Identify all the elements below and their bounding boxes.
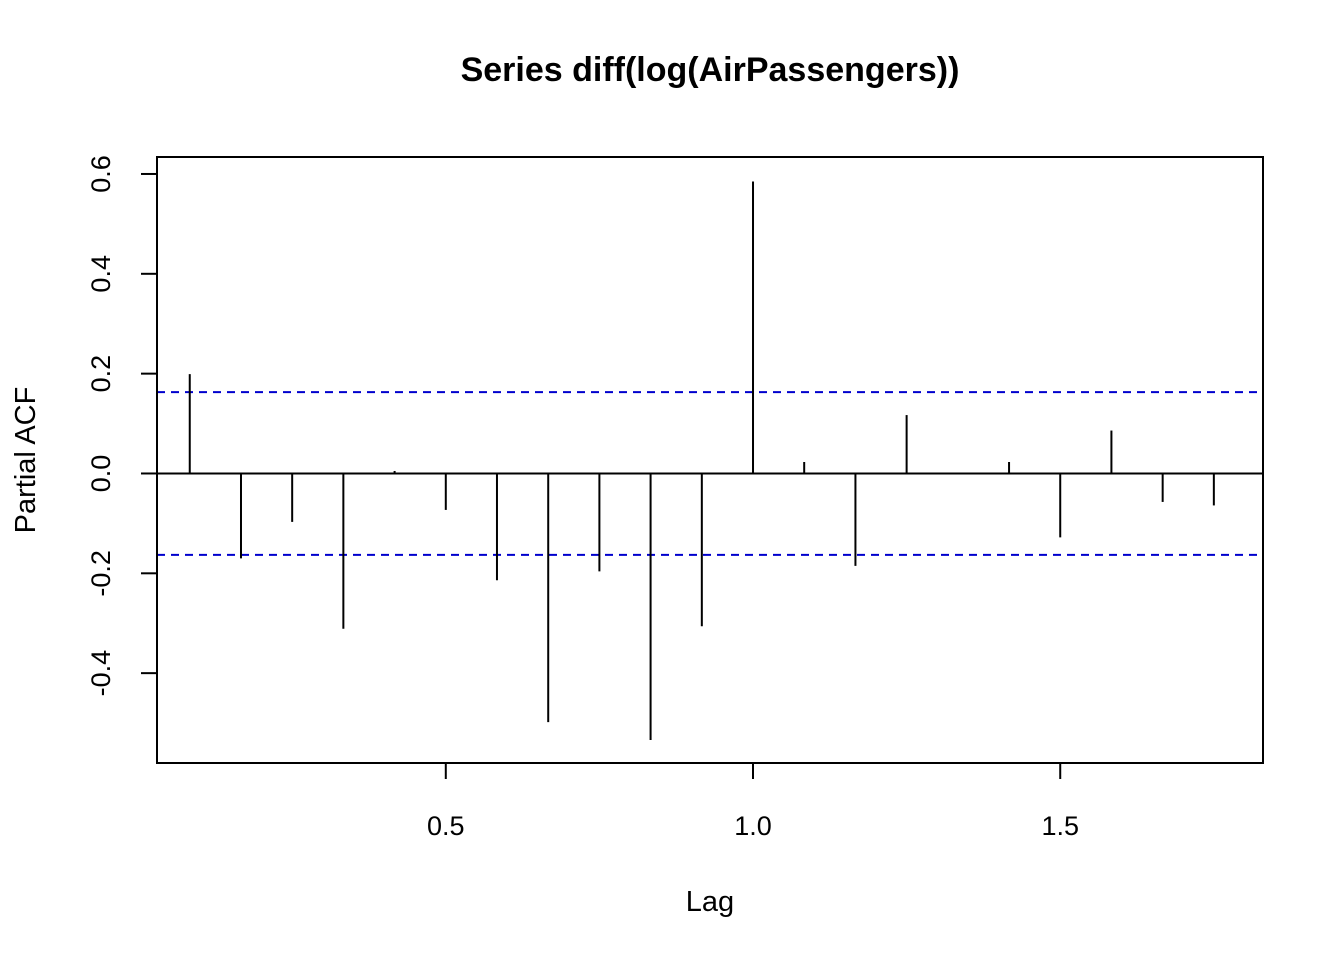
y-tick-label: -0.2 [86, 550, 116, 597]
y-tick-label: 0.6 [86, 155, 116, 193]
x-axis-label: Lag [686, 886, 734, 918]
y-tick-label: 0.2 [86, 355, 116, 393]
x-tick-label: 0.5 [427, 811, 465, 841]
plot-frame [156, 156, 1264, 764]
y-tick-label: 0.0 [86, 455, 116, 493]
x-tick-label: 1.5 [1041, 811, 1079, 841]
chart-title: Series diff(log(AirPassengers)) [461, 51, 960, 89]
y-axis-label: Partial ACF [10, 387, 42, 534]
y-tick-label: -0.4 [86, 650, 116, 697]
x-tick-label: 1.0 [734, 811, 772, 841]
y-tick-label: 0.4 [86, 255, 116, 293]
